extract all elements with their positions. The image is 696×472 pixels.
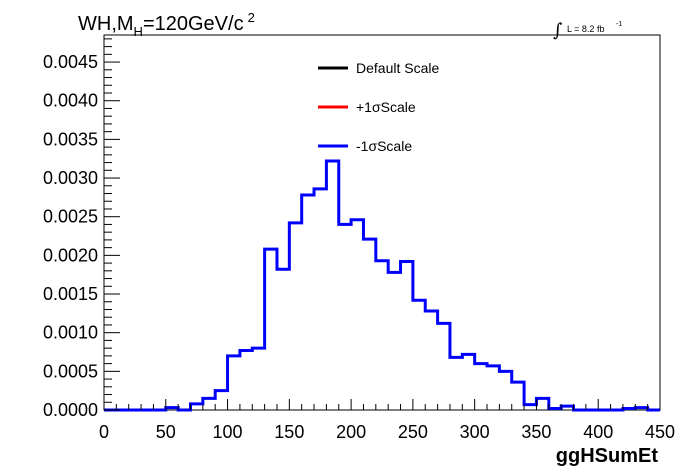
title-subscript: H xyxy=(134,24,143,39)
x-tick-label: 200 xyxy=(336,422,366,442)
legend-label: +1σScale xyxy=(356,99,416,115)
x-tick-label: 150 xyxy=(274,422,304,442)
x-tick-label: 450 xyxy=(645,422,675,442)
title-superscript: 2 xyxy=(248,10,255,25)
y-tick-label: 0.0015 xyxy=(43,284,98,304)
y-axis: 0.0000 0.0005 0.0010 0.0015 0.0020 0.0025 0.00… xyxy=(43,38,120,420)
lumi-text: L = 8.2 fb xyxy=(567,24,604,34)
x-tick-label: 50 xyxy=(156,422,176,442)
luminosity-label: ∫ L = 8.2 fb -1 xyxy=(553,20,622,41)
y-tick-label: 0.0040 xyxy=(43,91,98,111)
title-rest: =120GeV/c xyxy=(143,13,244,35)
x-tick-label: 350 xyxy=(521,422,551,442)
legend-label: -1σScale xyxy=(356,138,412,154)
svg-text:WH,MH=120GeV/c2: WH,MH=120GeV/c 2 xyxy=(78,10,255,39)
y-tick-label: 0.0005 xyxy=(43,361,98,381)
title-main: WH,M xyxy=(78,13,134,35)
x-tick-label: 250 xyxy=(398,422,428,442)
legend: Default Scale +1σScale -1σScale xyxy=(318,60,439,154)
y-tick-label: 0.0010 xyxy=(43,323,98,343)
lumi-superscript: -1 xyxy=(616,21,622,28)
x-tick-label: 0 xyxy=(99,422,109,442)
y-tick-label: 0.0045 xyxy=(43,52,98,72)
y-tick-label: 0.0030 xyxy=(43,168,98,188)
plot-frame xyxy=(103,34,661,411)
x-tick-label: 300 xyxy=(460,422,490,442)
histogram-series-minus1sigma xyxy=(104,159,660,412)
legend-label: Default Scale xyxy=(356,60,439,76)
x-axis: 0 50 100 150 200 250 300 350 400 450 xyxy=(99,399,675,442)
y-tick-label: 0.0025 xyxy=(43,207,98,227)
x-axis-title: ggHSumEt xyxy=(556,445,659,467)
y-tick-label: 0.0000 xyxy=(43,400,98,420)
integral-symbol: ∫ xyxy=(553,20,563,41)
chart-title: WH,MH=120GeV/c 2 xyxy=(78,10,255,39)
y-tick-label: 0.0020 xyxy=(43,245,98,265)
x-tick-label: 100 xyxy=(213,422,243,442)
x-tick-label: 400 xyxy=(583,422,613,442)
y-tick-label: 0.0035 xyxy=(43,129,98,149)
